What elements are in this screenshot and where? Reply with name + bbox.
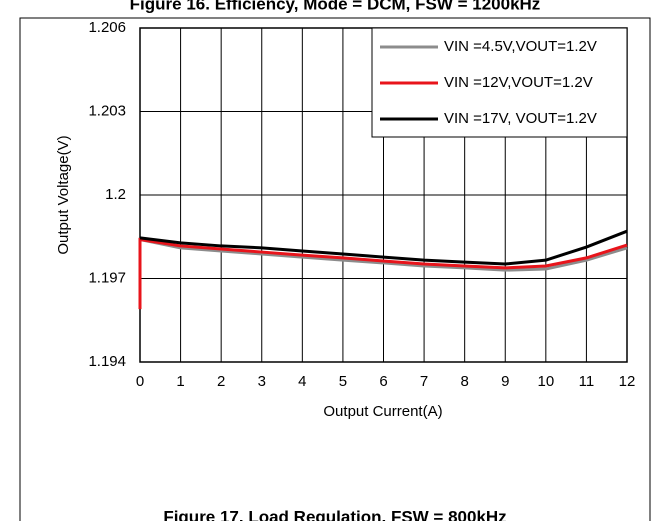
series-line — [139, 229, 628, 266]
series-line — [139, 238, 628, 272]
legend-label: VIN =12V,VOUT=1.2V — [444, 74, 593, 91]
chart-title: Figure 17. Load Regulation, FSW = 800kHz — [163, 507, 506, 521]
x-tick-label: 9 — [501, 373, 509, 390]
x-tick-label: 0 — [136, 373, 144, 390]
y-tick-label: 1.206 — [88, 19, 126, 36]
previous-caption: Figure 16. Efficiency, Mode = DCM, FSW =… — [130, 0, 541, 13]
x-tick-label: 10 — [537, 373, 554, 390]
x-tick-label: 7 — [420, 373, 428, 390]
x-tick-label: 2 — [217, 373, 225, 390]
y-tick-label: 1.194 — [88, 353, 126, 370]
x-tick-label: 12 — [619, 373, 636, 390]
x-tick-label: 8 — [460, 373, 468, 390]
figure-frame — [19, 17, 651, 521]
x-tick-label: 1 — [176, 373, 184, 390]
x-tick-label: 3 — [258, 373, 266, 390]
y-tick-label: 1.203 — [88, 102, 126, 119]
series-line — [138, 237, 628, 310]
legend-label: VIN =4.5V,VOUT=1.2V — [444, 38, 597, 55]
x-tick-label: 4 — [298, 373, 306, 390]
y-axis-label: Output Voltage(V) — [55, 135, 72, 254]
x-tick-label: 5 — [339, 373, 347, 390]
y-tick-label: 1.2 — [105, 186, 126, 203]
x-tick-label: 11 — [579, 373, 595, 390]
x-tick-label: 6 — [379, 373, 387, 390]
y-tick-label: 1.197 — [88, 269, 126, 286]
legend-label: VIN =17V, VOUT=1.2V — [444, 110, 597, 127]
x-axis-label: Output Current(A) — [323, 403, 442, 420]
